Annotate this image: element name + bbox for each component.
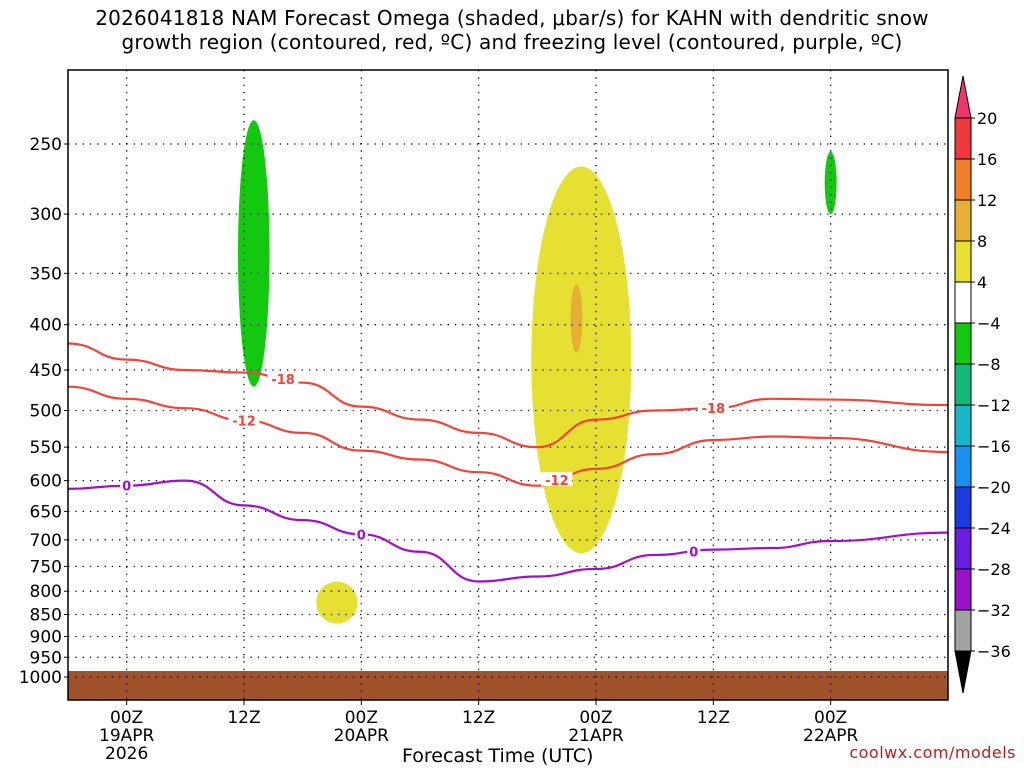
contour-label: 0: [357, 528, 366, 543]
y-tick-label: 950: [30, 648, 62, 668]
y-tick-label: 550: [30, 438, 62, 458]
y-tick-label: 800: [30, 582, 62, 602]
y-tick-label: 350: [30, 264, 62, 284]
y-tick-label: 750: [30, 557, 62, 577]
x-tick-label: 21APR: [568, 726, 624, 746]
colorbar-segment: [954, 568, 972, 611]
contour-label-bg: [267, 371, 299, 386]
colorbar-label: −24: [977, 519, 1011, 538]
chart-title-line1: 2026041818 NAM Forecast Omega (shaded, μ…: [95, 6, 929, 30]
contour-label-bg: [120, 477, 134, 492]
y-tick-label: 250: [30, 135, 62, 155]
colorbar-min-arrow: [954, 650, 972, 694]
contour-label: 0: [122, 480, 131, 495]
contour-label: -18: [702, 402, 726, 417]
colorbar-segment: [954, 240, 972, 283]
colorbar-label: −4: [977, 314, 1001, 333]
colorbar-segment: [954, 281, 972, 324]
x-tick-label: 2026: [105, 744, 148, 764]
contour-label: 0: [689, 545, 698, 560]
contour-line--12: [67, 385, 949, 487]
colorbar-segment: [954, 404, 972, 447]
y-tick-label: 1000: [19, 668, 62, 688]
colorbar-label: −12: [977, 396, 1011, 415]
colorbar-segment: [954, 609, 972, 652]
contour-line-0: [67, 479, 949, 583]
contour-label: -18: [271, 373, 295, 388]
y-tick-label: 500: [30, 402, 62, 422]
colorbar-label: −36: [977, 642, 1011, 661]
colorbar-segment: [954, 199, 972, 242]
x-tick-label: 00Z: [579, 708, 612, 728]
colorbar-label: −20: [977, 478, 1011, 497]
colorbar-max-arrow: [954, 75, 972, 119]
contour-label: -12: [545, 474, 569, 489]
x-axis-title: Forecast Time (UTC): [402, 745, 594, 767]
ground-terrain: [68, 671, 948, 700]
colorbar-label: 12: [977, 191, 997, 210]
contour-label-bg: [541, 472, 573, 487]
x-tick-label: 12Z: [227, 708, 260, 728]
y-tick-label: 300: [30, 205, 62, 225]
omega-region-4: [316, 581, 358, 624]
omega-region-2: [570, 284, 583, 353]
contour-label-bg: [697, 400, 729, 415]
plot-frame: [67, 69, 949, 701]
colorbar-segment: [954, 158, 972, 201]
omega-region-0: [238, 120, 270, 387]
colorbar-segment: [954, 117, 972, 160]
y-tick-label: 900: [30, 627, 62, 647]
y-tick-label: 650: [30, 502, 62, 522]
colorbar-segment: [954, 322, 972, 365]
y-tick-label: 600: [30, 472, 62, 492]
colorbar-label: −28: [977, 560, 1011, 579]
colorbar-label: −32: [977, 601, 1011, 620]
contour-label-bg: [228, 412, 260, 427]
x-tick-label: 00Z: [814, 708, 847, 728]
colorbar-label: −16: [977, 437, 1011, 456]
x-tick-label: 12Z: [462, 708, 495, 728]
chart-title: 2026041818 NAM Forecast Omega (shaded, μ…: [0, 6, 1024, 54]
chart-title-line2: growth region (contoured, red, ºC) and f…: [121, 30, 903, 54]
colorbar-label: 16: [977, 150, 997, 169]
x-tick-label: 19APR: [99, 726, 155, 746]
y-tick-label: 450: [30, 361, 62, 381]
y-tick-label: 400: [30, 316, 62, 336]
x-tick-label: 00Z: [110, 708, 143, 728]
colorbar-segment: [954, 363, 972, 406]
y-tick-label: 700: [30, 531, 62, 551]
contour-label: -12: [232, 414, 256, 429]
x-tick-label: 00Z: [345, 708, 378, 728]
colorbar-segment: [954, 527, 972, 570]
omega-region-1: [531, 166, 632, 554]
contour-line--18: [67, 342, 949, 449]
omega-region-3: [824, 151, 837, 215]
colorbar-label: 4: [977, 273, 987, 292]
contour-label-bg: [687, 543, 701, 558]
credit-link[interactable]: coolwx.com/models: [849, 743, 1016, 762]
colorbar-segment: [954, 445, 972, 488]
colorbar-segment: [954, 486, 972, 529]
x-tick-label: 20APR: [334, 726, 390, 746]
colorbar-label: 20: [977, 109, 997, 128]
x-tick-label: 22APR: [803, 726, 859, 746]
colorbar-label: 8: [977, 232, 987, 251]
contour-label-bg: [354, 526, 368, 541]
x-tick-label: 12Z: [697, 708, 730, 728]
colorbar-label: −8: [977, 355, 1001, 374]
y-tick-label: 850: [30, 606, 62, 626]
